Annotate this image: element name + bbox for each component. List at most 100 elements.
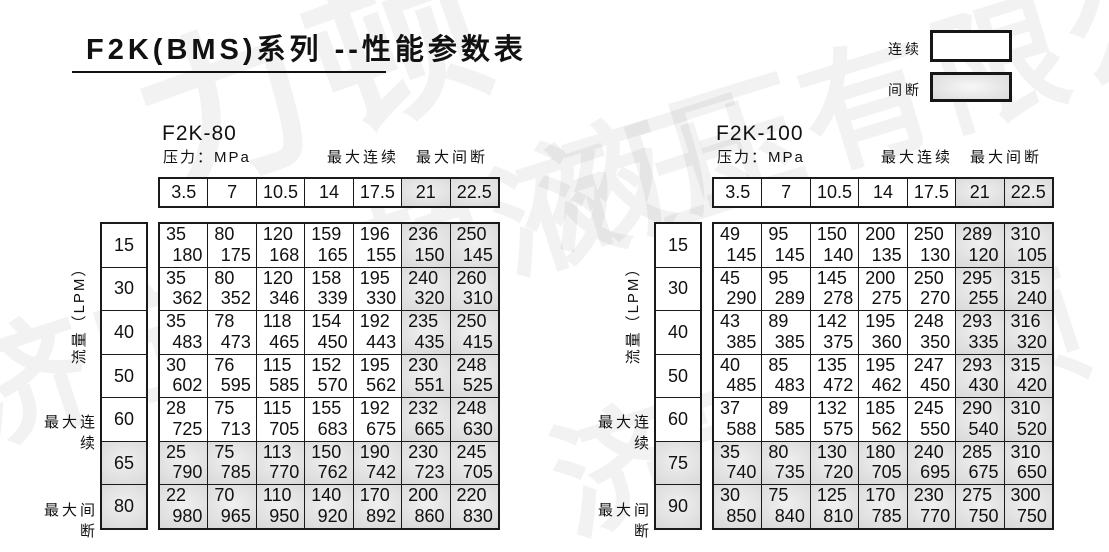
cell-speed-value: 385 [726, 331, 757, 352]
cell-continuous-value: 192 [359, 398, 390, 419]
pressure-cell: 17.5 [906, 179, 955, 206]
cell-continuous-value: 196 [359, 224, 390, 244]
cell-speed-value: 762 [317, 462, 348, 483]
cell-continuous-value: 240 [408, 267, 439, 288]
cell-continuous-value: 115 [262, 354, 292, 375]
pressure-cell: 17.5 [352, 179, 401, 206]
cell-continuous-value: 293 [962, 311, 993, 332]
cell-speed-value: 335 [968, 331, 999, 352]
cell-speed-value: 675 [968, 462, 999, 483]
data-cell: 200 135 [858, 224, 906, 267]
data-cell: 230 551 [401, 354, 450, 398]
flow-label-column: 15 30 40 50 60 65 80 [100, 222, 148, 530]
cell-speed-value: 472 [823, 375, 854, 396]
data-cell: 115 705 [255, 398, 304, 441]
cell-speed-value: 362 [172, 288, 203, 309]
cell-continuous-value: 170 [359, 485, 390, 506]
flow-cell: 15 [113, 234, 135, 255]
flow-cell: 15 [667, 234, 689, 255]
max-intermittent-row-label: 最大间断 [597, 502, 652, 540]
cell-continuous-value: 260 [456, 267, 487, 288]
cell-continuous-value: 230 [408, 354, 439, 375]
cell-continuous-value: 245 [913, 398, 944, 419]
table-row: 22 980 70 965 110 950 140 920 170 892 200 860 220 830 [160, 484, 498, 529]
cell-speed-value: 770 [920, 506, 951, 527]
cell-speed-value: 830 [462, 506, 493, 527]
data-cell: 132 575 [809, 398, 858, 441]
data-cell: 295 255 [955, 267, 1004, 311]
cell-speed-value: 420 [1016, 375, 1047, 396]
cell-continuous-value: 250 [456, 224, 487, 244]
cell-continuous-value: 95 [768, 267, 789, 288]
max-intermittent-column-label: 最大间断 [415, 149, 488, 166]
pressure-cell: 10.5 [809, 179, 858, 206]
legend-intermittent-label: 间断 [888, 82, 922, 98]
cell-continuous-value: 250 [913, 267, 944, 288]
cell-speed-value: 742 [366, 462, 397, 483]
cell-continuous-value: 300 [1010, 485, 1041, 506]
cell-continuous-value: 150 [816, 224, 847, 244]
data-cell: 76 595 [207, 354, 255, 398]
data-cell: 290 540 [955, 398, 1004, 441]
cell-continuous-value: 80 [214, 224, 235, 244]
data-cell: 180 705 [858, 441, 907, 485]
cell-continuous-value: 185 [865, 398, 896, 419]
flow-cell: 60 [102, 397, 146, 441]
data-cell: 80 175 [207, 224, 255, 267]
data-cell: 158 339 [304, 267, 352, 311]
cell-speed-value: 385 [774, 331, 805, 352]
cell-continuous-value: 195 [865, 354, 896, 375]
cell-continuous-value: 22 [166, 485, 187, 506]
cell-continuous-value: 37 [720, 398, 741, 419]
max-continuous-column-label: 最大连续 [880, 149, 953, 166]
cell-speed-value: 330 [366, 288, 397, 309]
cell-continuous-value: 40 [720, 354, 741, 375]
data-cell: 142 375 [809, 311, 858, 354]
cell-continuous-value: 190 [359, 441, 390, 462]
data-cell: 125 810 [809, 485, 859, 529]
pressure-header-row: 3.5 7 10.5 14 17.5 21 22.5 [158, 177, 500, 208]
pressure-cell: 3.5 [171, 182, 197, 202]
pressure-cell: 7 [207, 179, 255, 206]
cell-speed-value: 483 [172, 331, 203, 352]
data-cell: 152 570 [304, 354, 352, 398]
pressure-cell: 7 [761, 179, 809, 206]
cell-continuous-value: 170 [865, 485, 896, 506]
flow-cell: 75 [656, 440, 700, 485]
cell-continuous-value: 154 [311, 311, 342, 332]
cell-speed-value: 140 [823, 244, 854, 265]
cell-speed-value: 980 [172, 506, 203, 527]
data-cell: 118 465 [255, 311, 304, 354]
cell-continuous-value: 230 [408, 441, 439, 462]
cell-speed-value: 180 [172, 244, 203, 265]
table-row: 40 485 85 483 135 472 195 462 247 450 293 430 315 420 [714, 353, 1052, 398]
cell-continuous-value: 275 [962, 485, 993, 506]
table-row: 35 483 78 473 118 465 154 450 192 443 235 435 250 415 [160, 310, 498, 354]
cell-continuous-value: 80 [768, 441, 789, 462]
cell-continuous-value: 248 [456, 354, 487, 375]
cell-continuous-value: 142 [816, 311, 847, 332]
cell-continuous-value: 235 [408, 311, 439, 332]
flow-cell: 40 [102, 310, 146, 354]
cell-speed-value: 725 [172, 418, 203, 439]
data-cell: 245 550 [906, 398, 955, 441]
flow-cell: 65 [102, 440, 146, 485]
pressure-cell: 22.5 [1003, 179, 1052, 206]
data-cell: 315 240 [1003, 267, 1052, 311]
data-cell: 315 420 [1003, 354, 1052, 398]
data-cell: 113 770 [255, 441, 305, 485]
max-continuous-row-label: 最大连续 [43, 414, 98, 452]
cell-speed-value: 350 [920, 331, 951, 352]
flow-cell: 50 [656, 353, 700, 398]
cell-continuous-value: 35 [166, 311, 187, 332]
cell-speed-value: 785 [871, 506, 902, 527]
flow-cell: 30 [656, 266, 700, 311]
cell-speed-value: 485 [726, 375, 757, 396]
cell-continuous-value: 180 [865, 441, 896, 462]
data-cell: 154 450 [304, 311, 352, 354]
cell-continuous-value: 80 [214, 267, 235, 288]
max-continuous-row-label: 最大连续 [597, 414, 652, 452]
cell-continuous-value: 25 [166, 441, 187, 462]
cell-continuous-value: 195 [865, 311, 896, 332]
